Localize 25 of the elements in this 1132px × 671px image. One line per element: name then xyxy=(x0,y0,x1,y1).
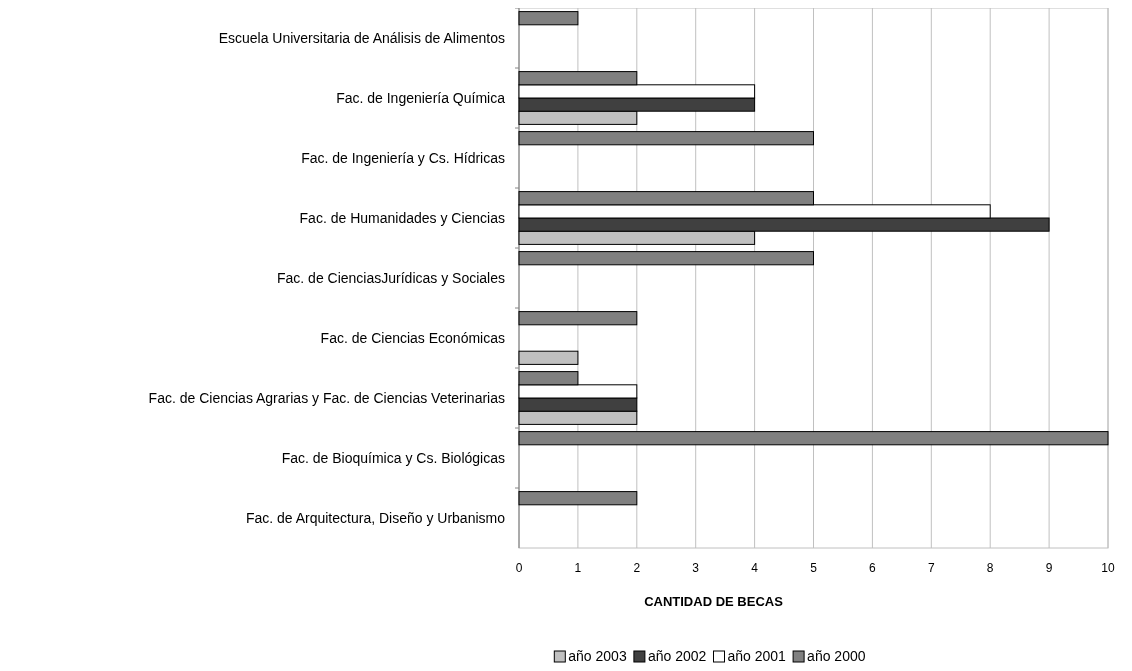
x-tick-label: 1 xyxy=(574,561,582,575)
legend-label: año 2002 xyxy=(647,648,707,664)
x-tick-label: 3 xyxy=(692,561,700,575)
x-tick-label: 2 xyxy=(633,561,641,575)
y-tick-label: Fac. de Ciencias Agrarias y Fac. de Ciencias Veterinarias xyxy=(148,389,505,406)
y-tick-label: Fac. de CienciasJurídicas y Sociales xyxy=(277,269,505,286)
legend-label: año 2003 xyxy=(568,648,627,664)
x-tick-label: 8 xyxy=(986,561,994,575)
y-tick-label: Fac. de Humanidades y Ciencias xyxy=(299,209,505,226)
x-tick-label: 0 xyxy=(515,561,523,575)
y-tick-label: Escuela Universitaria de Análisis de Alimentos xyxy=(218,29,505,46)
y-tick-label: Fac. de Ingeniería y Cs. Hídricas xyxy=(301,149,505,166)
y-tick-label: Fac. de Ciencias Económicas xyxy=(320,329,505,346)
x-tick-label: 4 xyxy=(751,561,759,575)
legend-label: año 2000 xyxy=(807,648,866,664)
legend-label: año 2001 xyxy=(727,648,787,664)
x-tick-label: 7 xyxy=(927,561,935,575)
x-tick-label: 9 xyxy=(1045,561,1053,575)
x-tick-label: 10 xyxy=(1101,561,1115,575)
x-axis-title: CANTIDAD DE BECAS xyxy=(644,594,784,609)
y-tick-label: Fac. de Ingeniería Química xyxy=(336,89,506,106)
x-tick-label: 5 xyxy=(810,561,818,575)
y-tick-label: Fac. de Arquitectura, Diseño y Urbanismo xyxy=(245,509,506,526)
x-tick-label: 6 xyxy=(869,561,877,575)
y-tick-label: Fac. de Bioquímica y Cs. Biológicas xyxy=(281,449,505,466)
